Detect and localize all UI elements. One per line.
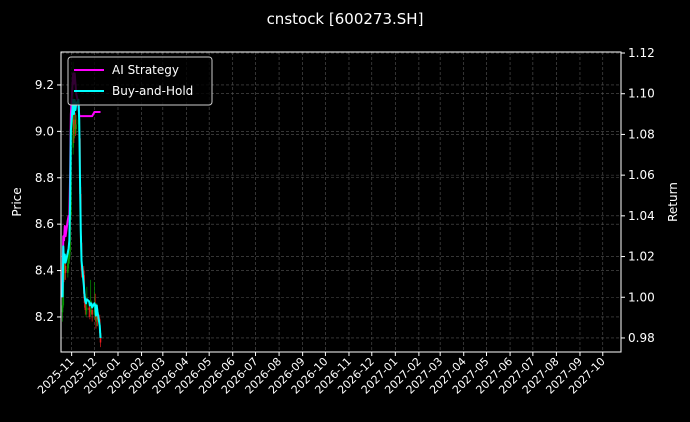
y2-tick-label: 1.12 <box>628 46 655 60</box>
y-tick-label: 9.0 <box>35 124 54 138</box>
y-tick-label: 8.6 <box>35 217 54 231</box>
legend-label-ai-strategy: AI Strategy <box>112 63 179 77</box>
candle-body <box>67 263 69 273</box>
y2-tick-label: 1.06 <box>628 168 655 182</box>
y-tick-label: 8.4 <box>35 264 54 278</box>
candle-body <box>91 310 93 315</box>
y2-tick-label: 1.08 <box>628 127 655 141</box>
y2-tick-label: 1.02 <box>628 250 655 264</box>
y-tick-label: 9.2 <box>35 78 54 92</box>
legend: AI Strategy Buy-and-Hold <box>67 56 213 106</box>
y2-tick-label: 1.00 <box>628 290 655 304</box>
candle-body <box>67 258 70 264</box>
series-lines <box>61 72 102 339</box>
y2-tick-label: 1.10 <box>628 87 655 101</box>
y-tick-label: 8.8 <box>35 171 54 185</box>
buy-and-hold-line <box>61 98 102 339</box>
candle-body <box>88 307 90 311</box>
candle-body <box>84 303 87 311</box>
candle-body <box>63 256 65 273</box>
chart-title: cnstock [600273.SH] <box>267 10 424 28</box>
candle-body <box>89 310 92 313</box>
candle-body <box>86 307 88 311</box>
candle-body <box>68 252 71 259</box>
candle-body <box>64 265 67 273</box>
y2-tick-label: 1.04 <box>628 209 655 223</box>
y2-tick-label: 0.98 <box>628 331 655 345</box>
y2-axis-label: Return <box>666 182 680 222</box>
candle-body <box>75 124 77 130</box>
plot-frame <box>60 51 622 353</box>
y-tick-label: 8.2 <box>35 310 54 324</box>
y-axis-label: Price <box>10 187 24 216</box>
candle-body <box>61 305 64 313</box>
ai-strategy-line <box>61 72 101 298</box>
candle-body <box>85 310 87 311</box>
legend-label-buy-and-hold: Buy-and-Hold <box>112 84 193 98</box>
